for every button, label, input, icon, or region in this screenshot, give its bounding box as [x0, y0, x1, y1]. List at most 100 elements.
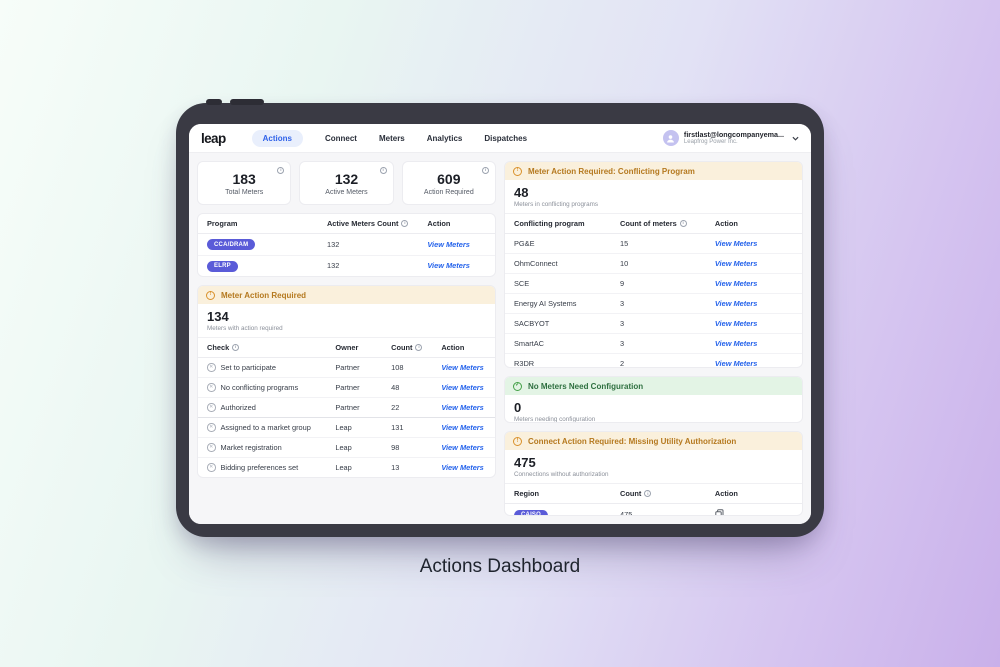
- program-badge: ELRP: [207, 260, 238, 272]
- info-icon[interactable]: i: [644, 490, 652, 498]
- check-label: Market registration: [220, 443, 282, 452]
- connect-table-header: Region Count i Action: [505, 484, 802, 505]
- table-row: SmartAC 3 View Meters: [505, 334, 802, 354]
- count: 15: [620, 239, 629, 248]
- dashboard-screen: leap Actions Connect Meters Analytics Di…: [189, 124, 811, 524]
- stat-active-meters: i 132 Active Meters: [299, 161, 394, 205]
- view-meters-link[interactable]: View Meters: [714, 339, 758, 348]
- count: 48: [391, 383, 400, 392]
- stat-label: Action Required: [423, 189, 474, 196]
- table-row: OhmConnect 10 View Meters: [505, 254, 802, 274]
- count: 108: [391, 363, 404, 372]
- col-action: Action: [441, 343, 465, 352]
- view-meters-link[interactable]: View Meters: [714, 259, 758, 268]
- table-row: CAISO 475: [505, 504, 802, 516]
- program-name: R3DR: [514, 359, 535, 368]
- table-row: PG&E 15 View Meters: [505, 234, 802, 254]
- view-meters-link[interactable]: View Meters: [441, 403, 484, 412]
- user-menu[interactable]: firstlast@longcompanyema... Leapfrog Pow…: [662, 130, 799, 147]
- info-icon[interactable]: i: [401, 220, 409, 227]
- count: 13: [391, 463, 400, 472]
- config-card: ✓ No Meters Need Configuration 0 Meters …: [504, 376, 803, 424]
- col-label: Check: [207, 343, 230, 352]
- nav-tabs: Actions Connect Meters Analytics Dispatc…: [251, 129, 663, 147]
- tab-actions[interactable]: Actions: [251, 129, 303, 147]
- owner: Leap: [335, 423, 352, 432]
- banner-title: No Meters Need Configuration: [528, 381, 644, 391]
- info-icon[interactable]: i: [277, 167, 285, 174]
- user-texts: firstlast@longcompanyema... Leapfrog Pow…: [684, 130, 784, 147]
- table-row: ✕ Authorized Partner 22 View Meters: [198, 398, 495, 418]
- warning-icon: !: [513, 166, 522, 176]
- view-meters-link[interactable]: View Meters: [714, 299, 758, 308]
- col-count-of-meters: Count of meters i: [620, 219, 715, 228]
- view-meters-link[interactable]: View Meters: [714, 359, 758, 368]
- count: 2: [620, 359, 625, 368]
- col-owner: Owner: [335, 343, 359, 352]
- region-badge: CAISO: [514, 509, 549, 515]
- table-row: ELRP 132 View Meters: [198, 256, 495, 277]
- chevron-down-icon: [792, 136, 799, 141]
- table-row: R3DR 2 View Meters: [505, 354, 802, 368]
- fail-circle-icon: ✕: [207, 403, 216, 412]
- info-icon[interactable]: i: [415, 344, 423, 351]
- col-label: Count: [620, 489, 642, 499]
- owner: Partner: [335, 363, 360, 372]
- summary-subtitle: Meters in conflicting programs: [514, 201, 598, 208]
- table-row: CCA/DRAM 132 View Meters: [198, 234, 495, 256]
- tab-connect[interactable]: Connect: [324, 133, 357, 143]
- copy-icon[interactable]: [715, 509, 724, 516]
- program-name: PG&E: [514, 239, 535, 248]
- info-icon[interactable]: i: [232, 344, 240, 351]
- summary-value: 0: [514, 400, 522, 416]
- table-row: ✕ Bidding preferences set Leap 13 View M…: [198, 458, 495, 477]
- view-meters-link[interactable]: View Meters: [714, 239, 758, 248]
- summary-subtitle: Connections without authorization: [514, 471, 609, 479]
- program-table-header: Program Active Meters Count i Action: [198, 214, 495, 234]
- fail-circle-icon: ✕: [207, 463, 216, 472]
- view-meters-link[interactable]: View Meters: [714, 279, 758, 288]
- check-label: Set to participate: [220, 363, 276, 372]
- stat-total-meters: i 183 Total Meters: [197, 161, 292, 205]
- tablet-frame: leap Actions Connect Meters Analytics Di…: [176, 99, 824, 537]
- owner: Leap: [335, 463, 352, 472]
- view-meters-link[interactable]: View Meters: [441, 463, 484, 472]
- program-name: SCE: [514, 279, 530, 288]
- info-icon[interactable]: i: [481, 167, 489, 174]
- table-row: ✕ Set to participate Partner 108 View Me…: [198, 358, 495, 378]
- tab-meters[interactable]: Meters: [378, 133, 405, 143]
- view-meters-link[interactable]: View Meters: [441, 383, 484, 392]
- fail-circle-icon: ✕: [207, 383, 216, 392]
- view-meters-link[interactable]: View Meters: [441, 423, 484, 432]
- table-row: SCE 9 View Meters: [505, 274, 802, 294]
- table-row: Energy AI Systems 3 View Meters: [505, 294, 802, 314]
- view-meters-link[interactable]: View Meters: [441, 363, 484, 372]
- view-meters-link[interactable]: View Meters: [427, 239, 470, 249]
- program-name: OhmConnect: [514, 259, 558, 268]
- tab-analytics[interactable]: Analytics: [426, 133, 463, 143]
- tab-dispatches[interactable]: Dispatches: [484, 133, 528, 143]
- table-row: ✕ Assigned to a market group Leap 131 Vi…: [198, 418, 495, 438]
- view-meters-link[interactable]: View Meters: [441, 443, 484, 452]
- col-label: Active Meters Count: [326, 219, 399, 228]
- owner: Partner: [335, 403, 360, 412]
- warning-icon: !: [206, 290, 215, 300]
- view-meters-link[interactable]: View Meters: [427, 261, 470, 271]
- col-action: Action: [714, 219, 738, 228]
- view-meters-link[interactable]: View Meters: [714, 319, 758, 328]
- image-caption: Actions Dashboard: [419, 556, 581, 577]
- table-row: ✕ No conflicting programs Partner 48 Vie…: [198, 378, 495, 398]
- user-email: firstlast@longcompanyema...: [683, 129, 784, 139]
- conflicting-banner: ! Meter Action Required: Conflicting Pro…: [505, 162, 802, 180]
- col-check: Check i: [207, 343, 335, 352]
- info-icon[interactable]: i: [679, 220, 687, 227]
- table-row: ✕ Market registration Leap 98 View Meter…: [198, 438, 495, 458]
- check-label: Authorized: [220, 403, 256, 412]
- banner-title: Meter Action Required: [221, 290, 307, 300]
- banner-title: Meter Action Required: Conflicting Progr…: [528, 166, 695, 176]
- col-conflicting-program: Conflicting program: [514, 219, 585, 228]
- stat-label: Total Meters: [225, 189, 264, 196]
- program-name: Energy AI Systems: [514, 299, 577, 308]
- stat-value: 609: [437, 171, 461, 187]
- info-icon[interactable]: i: [379, 167, 387, 174]
